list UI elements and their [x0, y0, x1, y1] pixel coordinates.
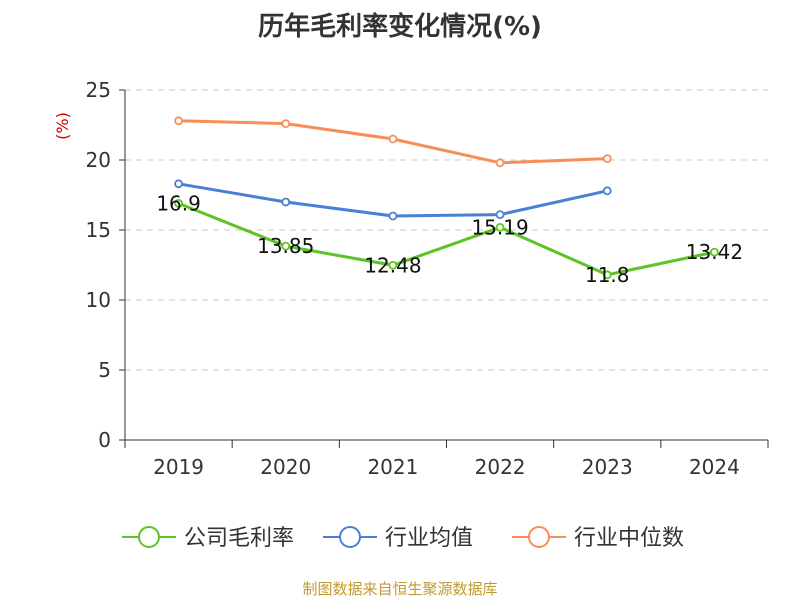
legend-item: 公司毛利率	[122, 526, 294, 551]
y-tick-label: 15	[86, 218, 111, 242]
data-point	[174, 179, 183, 189]
data-point	[174, 116, 183, 126]
data-label: 13.85	[257, 234, 314, 258]
data-point	[710, 247, 719, 257]
y-tick-label: 20	[86, 148, 111, 172]
series-line	[178, 182, 608, 218]
legend-item: 行业均值	[323, 526, 473, 551]
legend-marker	[138, 526, 160, 548]
legend-label: 行业中位数	[574, 526, 684, 551]
data-label: 15.19	[471, 215, 528, 239]
source-note: 制图数据来自恒生聚源数据库	[302, 580, 498, 598]
x-tick-label: 2019	[153, 455, 204, 479]
data-point	[602, 154, 612, 164]
data-point	[388, 211, 398, 221]
data-label: 12.48	[364, 253, 421, 277]
legend-label: 公司毛利率	[184, 526, 294, 551]
data-point	[602, 186, 612, 196]
data-point	[495, 158, 505, 168]
data-point	[602, 270, 612, 280]
series-line	[178, 202, 715, 277]
x-tick-label: 2020	[260, 455, 311, 479]
data-point	[495, 210, 505, 220]
y-tick-label: 5	[98, 358, 111, 382]
chart-title: 历年毛利率变化情况(%)	[258, 12, 542, 42]
x-tick-label: 2022	[475, 455, 526, 479]
legend-label: 行业均值	[385, 526, 473, 551]
x-tick-label: 2023	[582, 455, 633, 479]
series-points	[174, 116, 719, 280]
y-tick-label: 25	[86, 78, 111, 102]
y-tick-label: 10	[86, 288, 111, 312]
data-point	[281, 197, 291, 207]
axes: 0 5 10 15 20 25 (%) 2019 2020 2021 2022 2023 2024	[53, 78, 769, 479]
data-point	[281, 119, 291, 128]
y-tick-label: 0	[98, 428, 111, 452]
data-label: 13.42	[686, 240, 743, 264]
data-point	[388, 260, 398, 270]
y-axis-label: (%)	[53, 112, 72, 140]
x-tick-label: 2021	[367, 455, 418, 479]
data-point	[388, 134, 398, 144]
data-point	[281, 241, 291, 251]
legend: 公司毛利率 行业均值 行业中位数	[122, 526, 684, 551]
data-labels: 16.9 13.85 12.48 15.19 11.8 13.42	[156, 191, 743, 286]
data-label: 16.9	[156, 191, 201, 215]
legend-marker	[528, 526, 550, 548]
x-tick-label: 2024	[689, 455, 740, 479]
data-point	[174, 198, 183, 208]
data-point	[495, 222, 505, 232]
grid-lines	[125, 89, 768, 371]
data-label: 11.8	[585, 263, 630, 287]
legend-item: 行业中位数	[512, 526, 684, 551]
legend-marker	[339, 526, 361, 548]
